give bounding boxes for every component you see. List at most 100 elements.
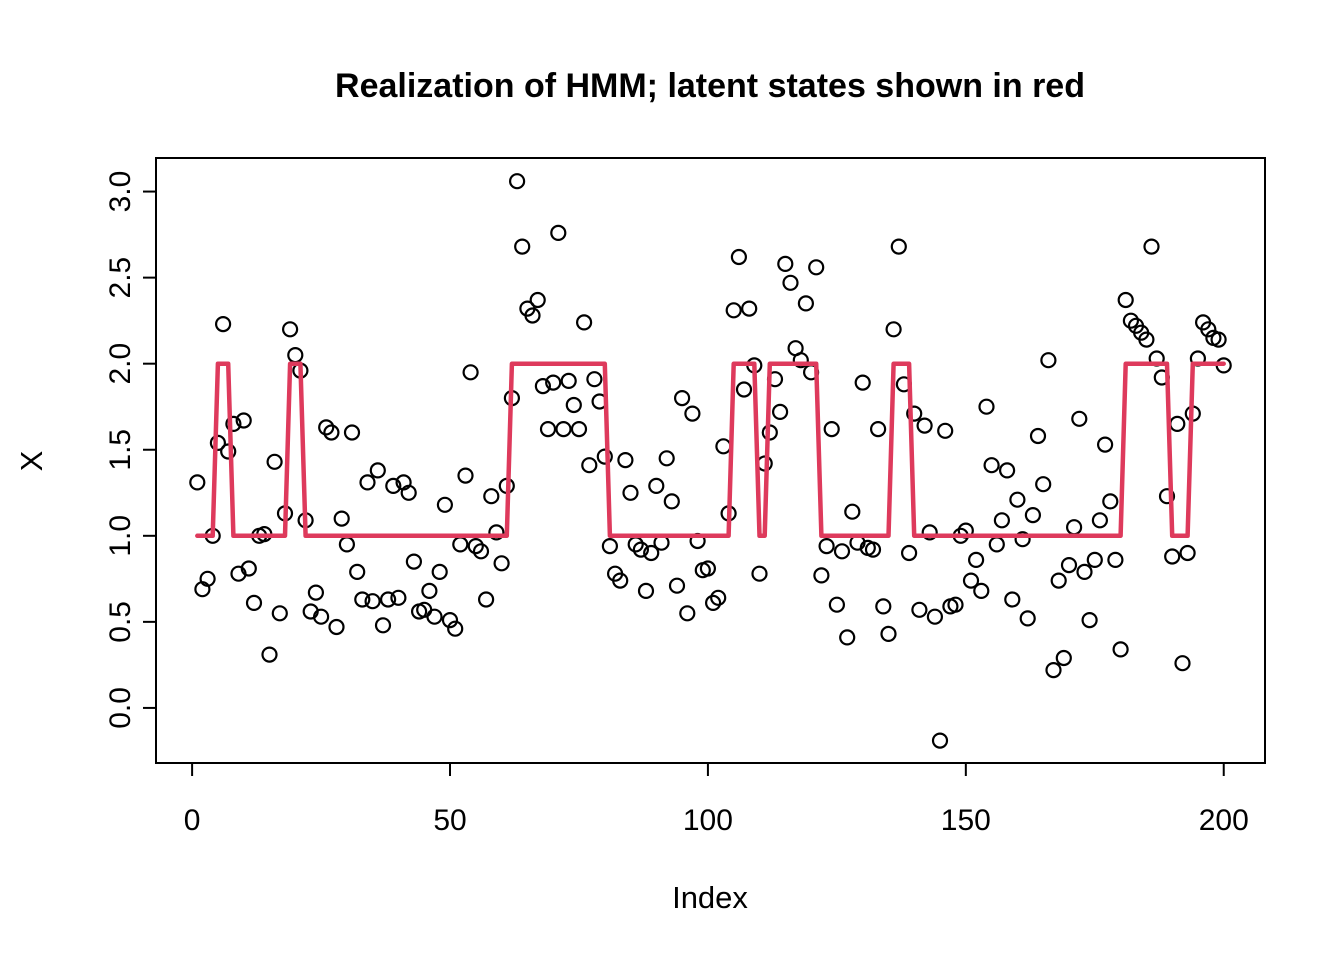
data-point	[380, 591, 397, 608]
x-tick-label: 150	[941, 804, 991, 837]
data-point	[1091, 512, 1109, 529]
data-point	[354, 591, 371, 608]
data-point	[632, 541, 650, 558]
data-point	[472, 543, 490, 560]
data-point	[725, 302, 742, 319]
data-point	[1014, 531, 1031, 548]
data-point	[1071, 410, 1088, 427]
data-point	[730, 248, 748, 266]
data-point	[1112, 641, 1129, 658]
data-point	[612, 572, 629, 589]
y-tick-label: 1.0	[104, 515, 137, 557]
data-point	[1138, 331, 1155, 348]
data-point	[998, 462, 1016, 479]
latent-states-path	[195, 361, 1226, 539]
data-point	[880, 625, 897, 643]
data-point	[514, 238, 531, 255]
data-point	[235, 412, 252, 429]
data-point	[1164, 548, 1181, 565]
data-point	[240, 560, 257, 577]
data-point	[462, 364, 479, 381]
data-point	[993, 512, 1011, 529]
data-point	[875, 598, 892, 615]
data-point	[833, 543, 851, 560]
data-point	[926, 608, 944, 625]
data-point	[1019, 610, 1036, 627]
data-point	[839, 629, 856, 646]
y-axis-ticks: 0.0 0.5 1.0 1.5 2.0 2.5 3.0	[104, 171, 156, 729]
data-point	[1122, 312, 1140, 329]
data-point	[622, 484, 639, 501]
data-point	[1158, 488, 1176, 505]
data-point	[447, 620, 464, 637]
data-point	[1004, 591, 1021, 608]
data-point	[885, 321, 902, 338]
y-tick-label: 1.5	[104, 429, 137, 471]
y-axis-label: X	[14, 450, 49, 471]
data-point	[478, 591, 495, 608]
data-point	[271, 605, 288, 622]
data-point	[581, 457, 598, 474]
data-point	[529, 291, 546, 309]
y-tick-label: 0.5	[104, 601, 137, 643]
data-point	[364, 593, 381, 610]
data-point	[643, 544, 660, 562]
data-point	[777, 255, 794, 272]
data-point	[771, 403, 789, 420]
data-point	[313, 608, 330, 625]
data-point	[1169, 415, 1186, 432]
data-point	[988, 536, 1005, 553]
data-point	[735, 381, 753, 398]
data-point	[483, 488, 500, 505]
data-point	[493, 555, 510, 572]
data-point	[668, 577, 686, 594]
observation-points	[189, 173, 1232, 749]
data-point	[1102, 493, 1119, 510]
data-point	[828, 596, 846, 613]
x-axis-ticks: 0 50 100 150 200	[184, 763, 1249, 837]
data-point	[1045, 661, 1062, 679]
data-point	[452, 536, 469, 553]
data-point	[869, 421, 887, 438]
y-tick-label: 2.5	[104, 257, 137, 299]
data-point	[550, 224, 567, 241]
data-point	[220, 443, 237, 460]
data-point	[539, 421, 557, 438]
data-point	[808, 259, 825, 276]
data-point	[488, 524, 505, 541]
data-point	[844, 503, 861, 520]
data-point	[338, 536, 355, 553]
data-point	[1040, 352, 1057, 369]
data-point	[921, 524, 938, 541]
data-point	[1060, 556, 1078, 574]
data-point	[199, 570, 216, 587]
plot-frame	[155, 157, 1266, 764]
data-point	[524, 307, 541, 324]
data-point	[1200, 321, 1217, 338]
data-point	[282, 321, 299, 338]
data-point	[973, 582, 990, 600]
plot-box	[155, 157, 1266, 764]
x-axis-label: Index	[672, 880, 748, 915]
x-tick-label: 50	[433, 804, 466, 837]
data-point	[575, 314, 593, 331]
data-point	[797, 295, 815, 312]
data-point	[1081, 611, 1098, 629]
data-point	[369, 462, 386, 479]
data-point	[1143, 238, 1160, 255]
data-point	[343, 424, 361, 441]
data-point	[457, 467, 474, 484]
data-point	[813, 567, 830, 584]
data-point	[261, 646, 278, 663]
data-point	[818, 537, 835, 555]
data-point	[1086, 551, 1103, 569]
data-point	[189, 474, 206, 491]
data-point	[586, 371, 603, 388]
data-point	[751, 565, 768, 582]
data-point	[1174, 655, 1191, 672]
data-point	[287, 347, 304, 364]
data-point	[596, 448, 613, 465]
data-point	[890, 238, 907, 255]
data-point	[947, 596, 964, 613]
data-point	[1065, 519, 1083, 536]
